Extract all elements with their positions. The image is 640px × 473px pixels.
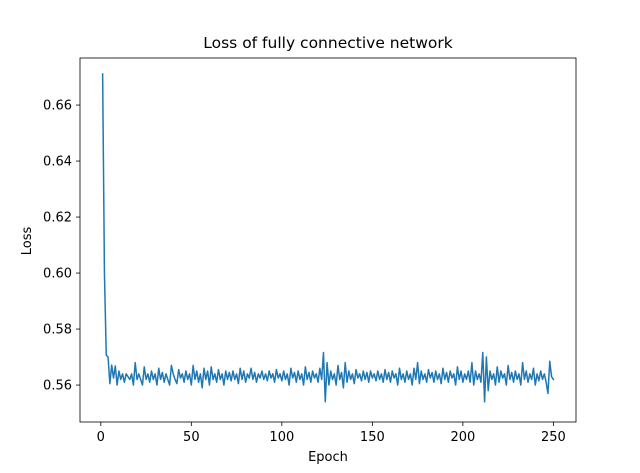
x-axis-ticks: 0 50 100 150 200 250 (97, 422, 566, 445)
y-tick-label: 0.64 (43, 155, 72, 170)
x-tick-label: 50 (183, 430, 200, 445)
y-tick-label: 0.58 (43, 323, 72, 338)
x-axis-label: Epoch (308, 450, 348, 465)
x-tick-label: 0 (97, 430, 105, 445)
chart-title: Loss of fully connective network (203, 34, 452, 52)
x-tick-label: 200 (450, 430, 475, 445)
y-axis-ticks: 0.56 0.58 0.60 0.62 0.64 0.66 (43, 99, 80, 394)
plot-area (79, 57, 577, 423)
x-tick-label: 250 (541, 430, 566, 445)
loss-line (101, 73, 555, 403)
x-tick-label: 150 (360, 430, 385, 445)
x-tick-label: 100 (269, 430, 294, 445)
y-tick-label: 0.56 (43, 379, 72, 394)
y-tick-label: 0.62 (43, 211, 72, 226)
axes-frame (79, 57, 577, 423)
y-tick-label: 0.60 (43, 267, 72, 282)
y-tick-label: 0.66 (43, 99, 72, 114)
y-axis-label: Loss (20, 227, 35, 256)
